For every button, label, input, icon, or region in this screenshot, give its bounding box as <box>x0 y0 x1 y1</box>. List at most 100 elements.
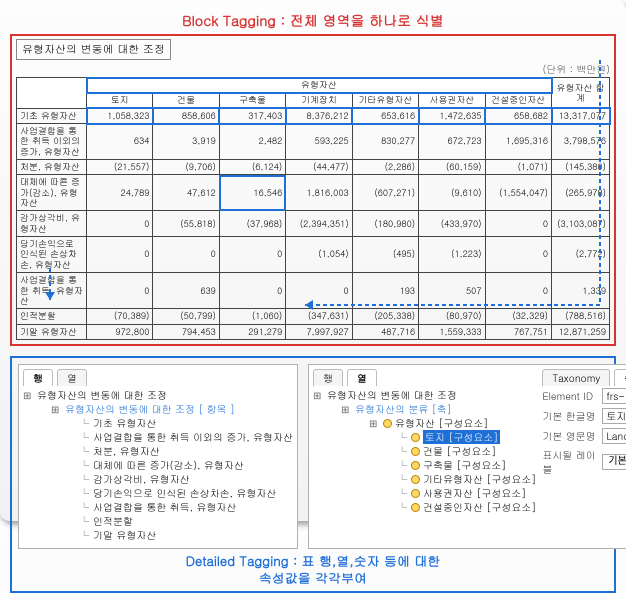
data-cell[interactable]: (6,124) <box>219 160 285 175</box>
data-cell[interactable]: 8,376,212 <box>286 108 352 123</box>
data-cell[interactable]: (347,631) <box>286 309 352 324</box>
data-cell[interactable]: (2,772) <box>552 237 610 273</box>
select-displaylabel[interactable]: 기본 <box>602 454 626 470</box>
tree-axis[interactable]: 유형자산의 분류 [축] <box>355 402 452 416</box>
data-cell[interactable]: (495) <box>352 237 418 273</box>
data-cell[interactable]: 291,279 <box>219 324 285 339</box>
field-korean[interactable]: 토지 [구성요소] <box>602 408 626 424</box>
data-cell[interactable]: 658,682 <box>485 108 551 123</box>
tree-item[interactable]: 기말 유형자산 <box>79 528 293 542</box>
right-tree[interactable]: 유형자산의 변동에 대한 조정 유형자산의 분류 [축] 유형자산 [구성요소]… <box>313 388 536 514</box>
tree-item[interactable]: 사업결합을 통한 취득 이외의 증가, 유형자산 <box>79 430 293 444</box>
tree-item[interactable]: 감가상각비, 유형자산 <box>79 472 293 486</box>
data-cell[interactable]: 858,606 <box>153 108 219 123</box>
data-cell[interactable]: 13,317,077 <box>552 108 610 123</box>
tree-item[interactable]: 구축물 [구성요소] <box>397 458 536 472</box>
data-cell[interactable]: 634 <box>87 124 153 160</box>
data-cell[interactable]: 0 <box>153 237 219 273</box>
data-cell[interactable]: 639 <box>153 273 219 309</box>
data-cell[interactable]: (44,477) <box>286 160 352 175</box>
data-cell[interactable]: 1,339 <box>552 273 610 309</box>
data-cell[interactable]: 0 <box>485 211 551 237</box>
tree-root-r[interactable]: 유형자산의 변동에 대한 조정 <box>327 388 457 402</box>
data-cell[interactable]: 1,695,316 <box>485 124 551 160</box>
data-cell[interactable]: (70,389) <box>87 309 153 324</box>
data-cell[interactable]: 972,800 <box>87 324 153 339</box>
data-cell[interactable]: 24,789 <box>87 175 153 211</box>
data-cell[interactable]: 1,559,333 <box>419 324 485 339</box>
tree-item[interactable]: 당기손익으로 인식된 손상차손, 유형자산 <box>79 486 293 500</box>
tree-item[interactable]: 기초 유형자산 <box>79 416 293 430</box>
data-cell[interactable]: (55,818) <box>153 211 219 237</box>
tab-row[interactable]: 행 <box>23 369 53 386</box>
data-cell[interactable]: (607,271) <box>352 175 418 211</box>
data-cell[interactable]: (180,980) <box>352 211 418 237</box>
data-cell[interactable]: 16,546 <box>219 175 285 211</box>
data-cell[interactable]: 193 <box>352 273 418 309</box>
data-cell[interactable]: 47,612 <box>153 175 219 211</box>
data-cell[interactable]: 0 <box>219 237 285 273</box>
tree-item[interactable]: 사업결합을 통한 취득, 유형자산 <box>79 500 293 514</box>
left-tree[interactable]: 유형자산의 변동에 대한 조정 유형자산의 변동에 대한 조정 [ 항목 ] 기… <box>23 388 293 542</box>
data-cell[interactable]: 672,723 <box>419 124 485 160</box>
data-cell[interactable]: 593,225 <box>286 124 352 160</box>
tree-node[interactable]: 유형자산의 변동에 대한 조정 [ 항목 ] <box>65 402 235 416</box>
data-cell[interactable]: (3,103,087) <box>552 211 610 237</box>
tree-item[interactable]: 처분, 유형자산 <box>79 444 293 458</box>
data-cell[interactable]: 3,919 <box>153 124 219 160</box>
data-cell[interactable]: 0 <box>87 273 153 309</box>
data-cell[interactable]: (145,380) <box>552 160 610 175</box>
data-cell[interactable]: 487,716 <box>352 324 418 339</box>
data-cell[interactable]: 317,403 <box>219 108 285 123</box>
data-cell[interactable]: (32,329) <box>485 309 551 324</box>
data-cell[interactable]: 653,616 <box>352 108 418 123</box>
data-cell[interactable]: (205,338) <box>352 309 418 324</box>
data-cell[interactable]: (2,286) <box>352 160 418 175</box>
tree-item[interactable]: 토지 [구성요소] <box>397 430 536 444</box>
data-cell[interactable]: 0 <box>219 273 285 309</box>
data-cell[interactable]: (433,970) <box>419 211 485 237</box>
data-cell[interactable]: (1,223) <box>419 237 485 273</box>
data-cell[interactable]: (9,706) <box>153 160 219 175</box>
tab-column[interactable]: 열 <box>57 369 87 386</box>
tab-row-r[interactable]: 행 <box>313 369 343 386</box>
data-cell[interactable]: (21,557) <box>87 160 153 175</box>
data-cell[interactable]: 0 <box>87 237 153 273</box>
data-cell[interactable]: (265,978) <box>552 175 610 211</box>
data-cell[interactable]: (1,071) <box>485 160 551 175</box>
data-cell[interactable]: 0 <box>87 211 153 237</box>
data-cell[interactable]: 12,871,259 <box>552 324 610 339</box>
data-cell[interactable]: 7,997,927 <box>286 324 352 339</box>
tree-parent[interactable]: 유형자산 [구성요소] <box>383 416 488 430</box>
data-cell[interactable]: 2,482 <box>219 124 285 160</box>
data-cell[interactable]: (50,799) <box>153 309 219 324</box>
data-cell[interactable]: 3,798,576 <box>552 124 610 160</box>
data-cell[interactable]: (2,394,351) <box>286 211 352 237</box>
field-elementid[interactable]: frs-full:LandMember <box>602 388 626 404</box>
tree-item[interactable]: 대체에 따른 증가(감소), 유형자산 <box>79 458 293 472</box>
tree-item[interactable]: 건설중인자산 [구성요소] <box>397 500 536 514</box>
data-cell[interactable]: (80,970) <box>419 309 485 324</box>
tree-root[interactable]: 유형자산의 변동에 대한 조정 <box>37 388 167 402</box>
tree-item[interactable]: 기타유형자산 [구성요소] <box>397 472 536 486</box>
data-cell[interactable]: 0 <box>485 237 551 273</box>
tab-taxonomy[interactable]: Taxonomy <box>542 369 610 386</box>
data-cell[interactable]: (1,554,047) <box>485 175 551 211</box>
data-cell[interactable]: 0 <box>286 273 352 309</box>
tab-column-r[interactable]: 열 <box>347 369 377 386</box>
data-cell[interactable]: (788,516) <box>552 309 610 324</box>
data-cell[interactable]: 767,751 <box>485 324 551 339</box>
data-cell[interactable]: (1,054) <box>286 237 352 273</box>
data-cell[interactable]: (37,968) <box>219 211 285 237</box>
data-cell[interactable]: 507 <box>419 273 485 309</box>
data-cell[interactable]: (60,159) <box>419 160 485 175</box>
data-cell[interactable]: 794,453 <box>153 324 219 339</box>
data-cell[interactable]: 0 <box>485 273 551 309</box>
tree-item[interactable]: 건물 [구성요소] <box>397 444 536 458</box>
field-english[interactable]: Land [member] <box>602 428 626 444</box>
data-cell[interactable]: 1,816,003 <box>286 175 352 211</box>
data-cell[interactable]: (9,610) <box>419 175 485 211</box>
tab-attributes[interactable]: 속성 <box>614 369 626 386</box>
tree-item[interactable]: 사용권자산 [구성요소] <box>397 486 536 500</box>
data-cell[interactable]: 1,058,323 <box>87 108 153 123</box>
